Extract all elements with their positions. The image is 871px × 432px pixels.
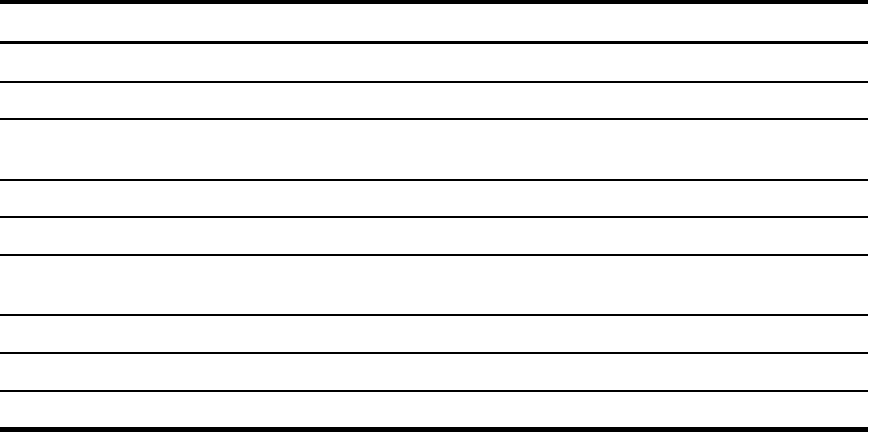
row-divider	[0, 81, 868, 83]
row-divider	[0, 314, 868, 316]
table-top-rule	[0, 0, 868, 4]
row-divider	[0, 390, 868, 392]
table-bottom-rule	[0, 427, 868, 432]
table-row	[0, 256, 868, 314]
row-divider	[0, 179, 868, 181]
row-divider	[0, 352, 868, 354]
header-bottom-rule	[0, 41, 868, 44]
table-row	[0, 83, 868, 118]
row-divider	[0, 216, 868, 218]
table-row	[0, 181, 868, 216]
table-row	[0, 120, 868, 179]
row-divider	[0, 118, 868, 120]
table-row	[0, 392, 868, 427]
table-row	[0, 44, 868, 81]
table-row	[0, 218, 868, 254]
table-row	[0, 316, 868, 352]
row-divider	[0, 254, 868, 256]
table-row	[0, 354, 868, 390]
table-header-row	[0, 4, 868, 41]
